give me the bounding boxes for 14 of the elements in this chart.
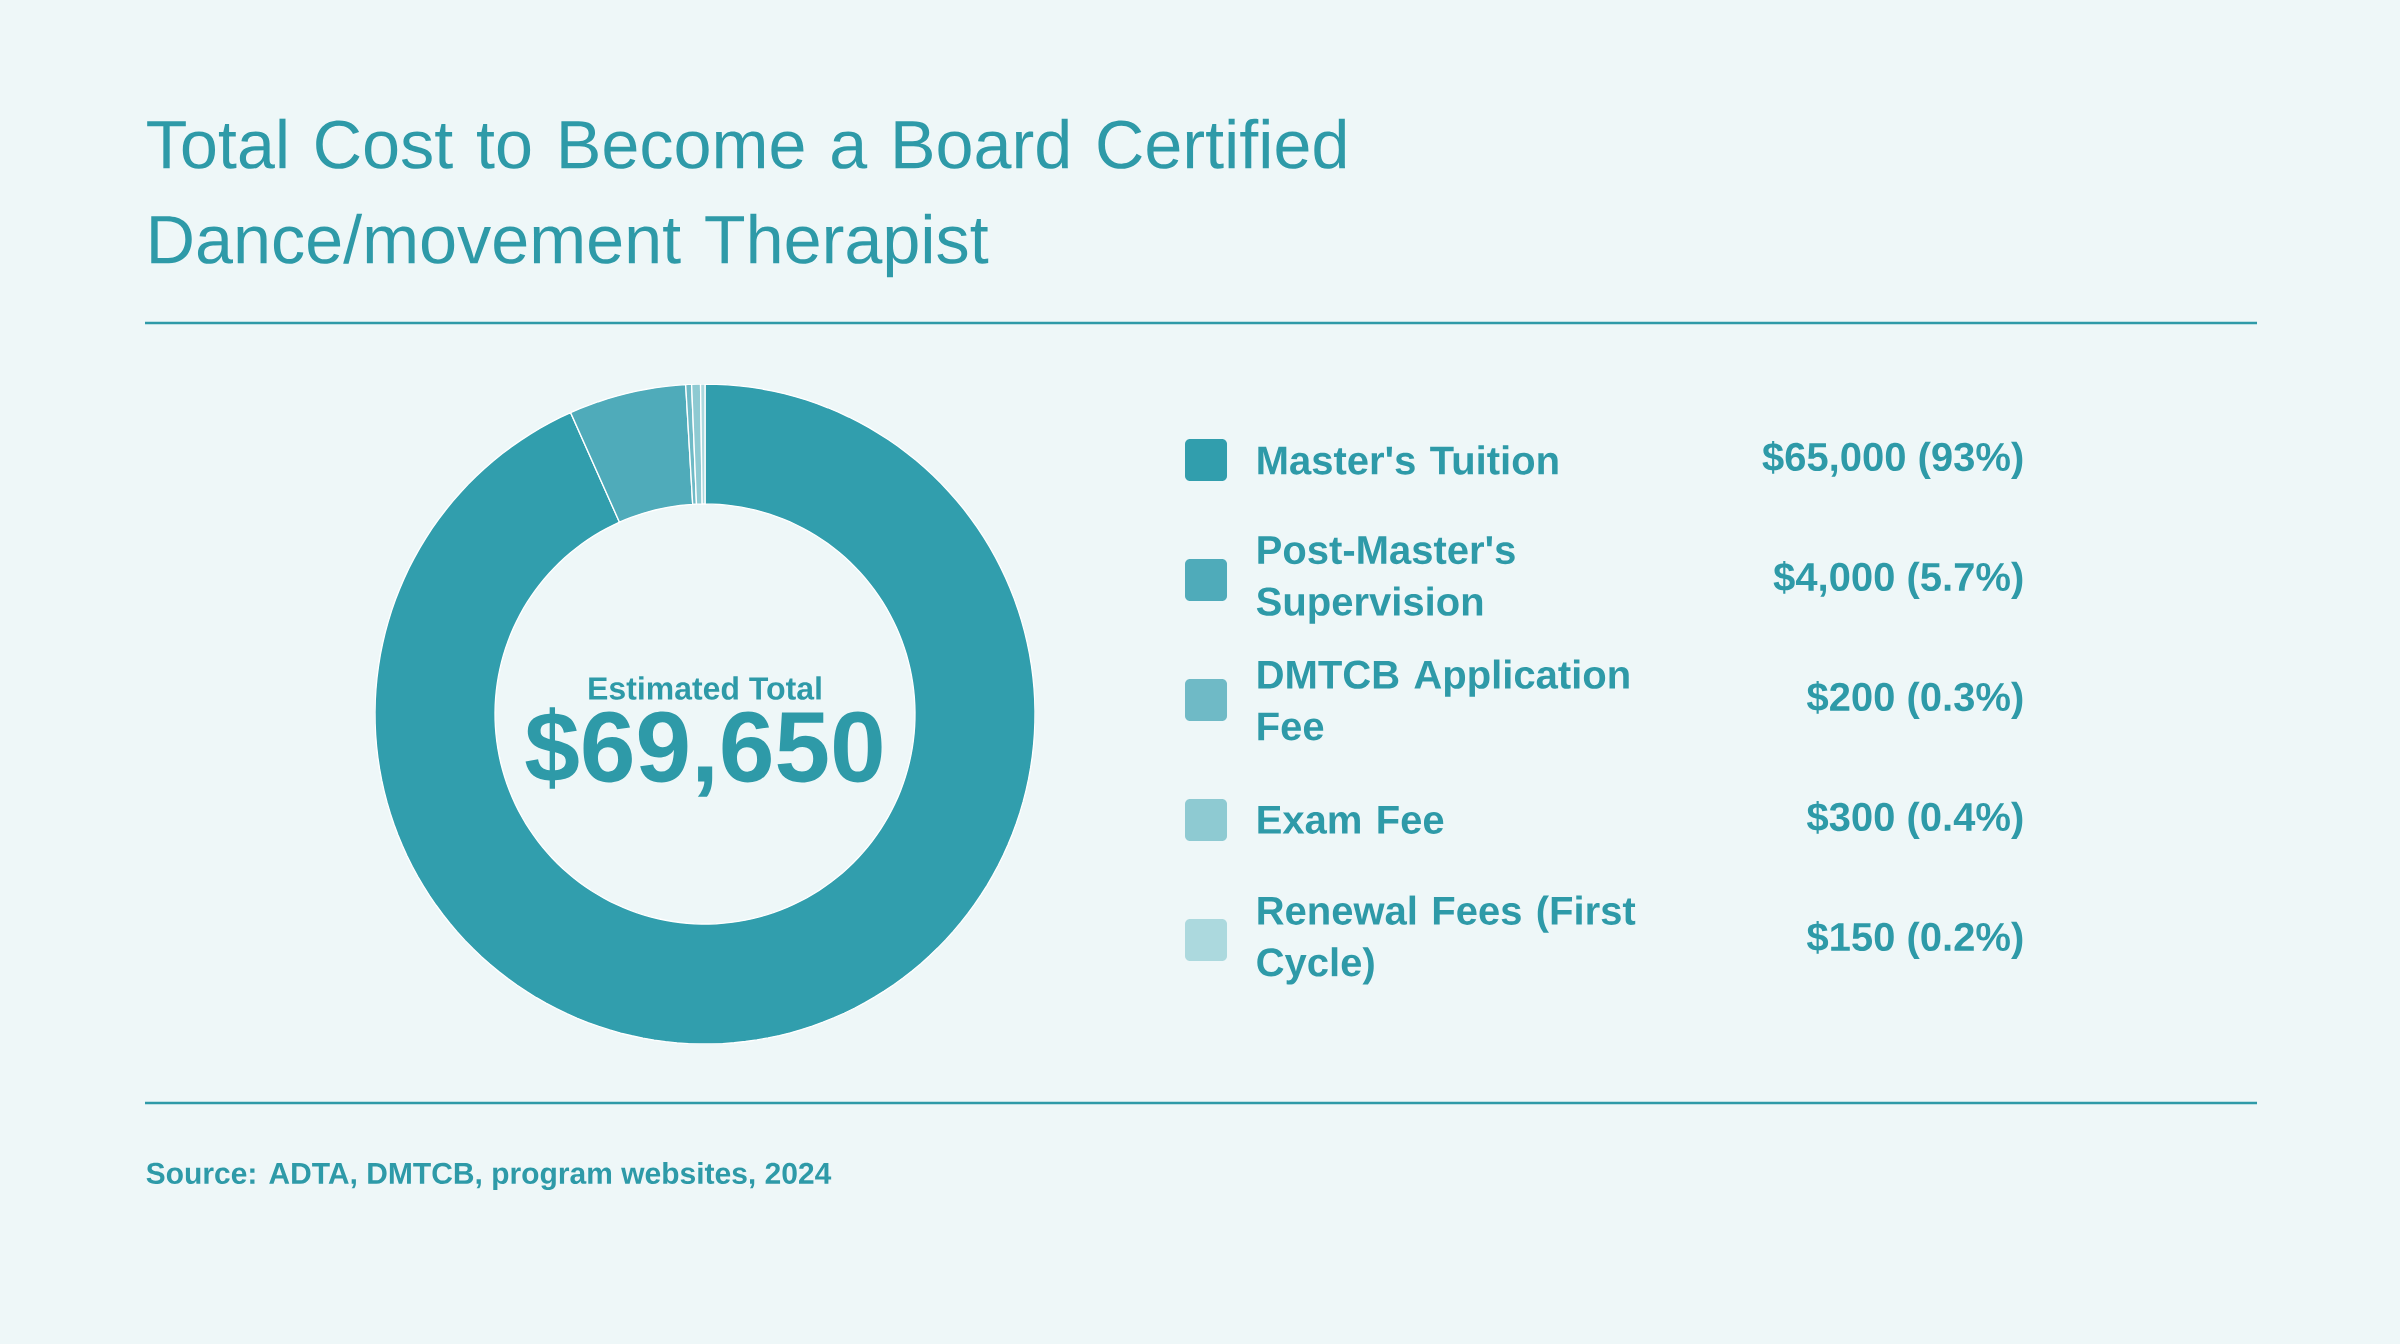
text: $69,650: [525, 707, 882, 797]
data-label: $200 (0.3%): [1806, 681, 2023, 720]
data-label: $300 (0.4%): [1806, 801, 2023, 840]
legend-label: DMTCB Application Fee: [1258, 659, 1629, 741]
data-label: $4,000 (5.7%): [1773, 561, 2023, 600]
source-note: Source: ADTA, DMTCB, program websites, 2024: [146, 1161, 832, 1191]
legend-label: Exam Fee: [1258, 806, 1444, 834]
legend-label: Renewal Fees (First Cycle): [1257, 895, 1636, 985]
text: Estimated Total: [589, 676, 821, 700]
chart-title: Total Cost to Become a Board Certified Dance/movement Therapist: [147, 118, 1346, 278]
legend-label: Post-Master's Supervision: [1256, 536, 1515, 624]
data-label: $150 (0.2%): [1806, 921, 2023, 960]
legend-label: Master's Tuition: [1258, 445, 1558, 475]
data-label: $65,000 (93%): [1762, 441, 2023, 480]
